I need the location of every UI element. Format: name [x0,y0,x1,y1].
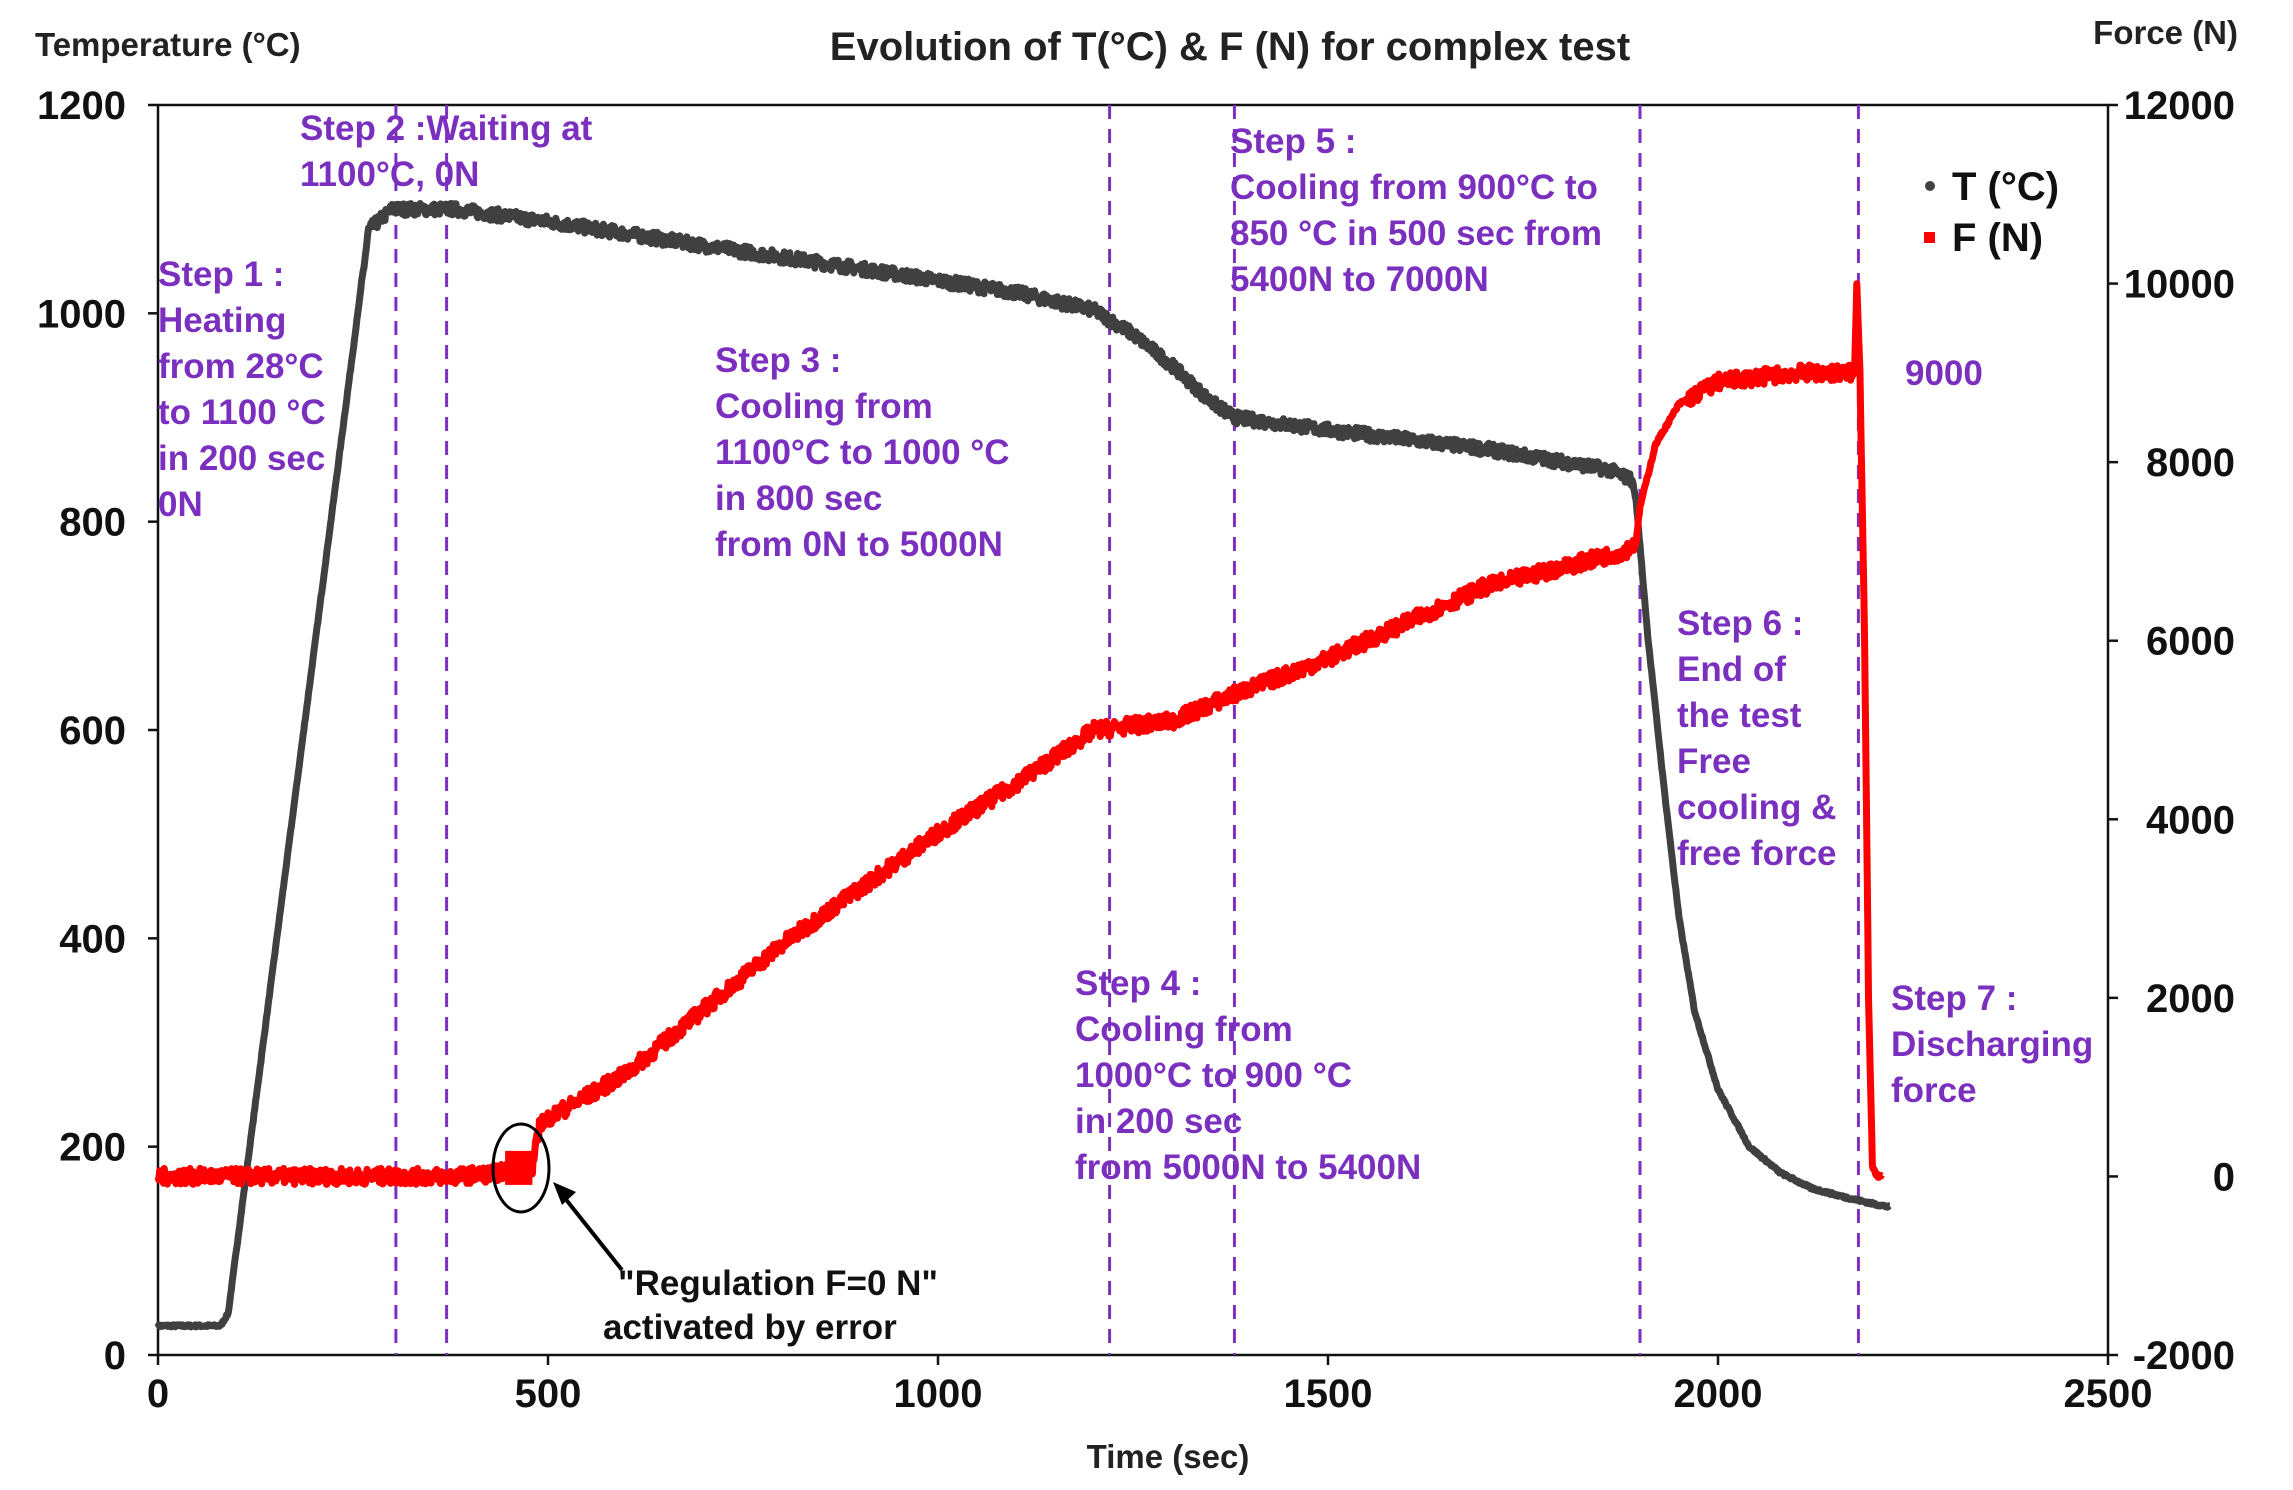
step4-annotation: Step 4 : Cooling from 1000°C to 900 °C i… [1075,964,1421,1187]
step-annotations: Step 1 : Heating from 28°C to 1100 °C in… [158,109,2103,1347]
step1-annotation: Step 1 : Heating from 28°C to 1100 °C in… [158,255,335,524]
x-tick-label: 2500 [2064,1372,2153,1416]
y-tick-label: 800 [59,501,126,545]
legend-label-force: F (N) [1952,216,2043,260]
y2-tick-label: 6000 [2146,620,2235,664]
x-tick-label: 2000 [1674,1372,1763,1416]
y2-tick-label: 12000 [2124,84,2235,128]
y-tick-label: 600 [59,709,126,753]
y2-axis-title: Force (N) [2093,14,2238,51]
temperature-series-line [154,200,1893,1331]
error-arrow-line [558,1190,624,1272]
step2-annotation: Step 2 :Waiting at 1100°C, 0N [300,109,602,194]
error-highlight-ellipse [491,1122,551,1214]
y-tick-label: 200 [59,1126,126,1170]
force-error-cluster [505,1150,533,1185]
error-arrow-head [553,1182,576,1205]
y-tick-label: 0 [104,1334,126,1378]
y2-tick-label: 8000 [2146,441,2235,485]
force-series-core [158,281,1882,1179]
y2-tick-label: 2000 [2146,977,2235,1021]
chart-title: Evolution of T(°C) & F (N) for complex t… [830,25,1630,69]
temperature-series-core [158,206,1891,1329]
legend-label-temperature: T (°C) [1952,165,2059,209]
x-tick-label: 1000 [894,1372,983,1416]
y-tick-label: 1200 [37,84,126,128]
y-tick-label: 1000 [37,292,126,336]
step-divider-lines [394,105,1860,1355]
legend-marker-temperature [1925,181,1935,191]
x-axis-title: Time (sec) [1087,1438,1250,1475]
step7-annotation: Step 7 : Discharging force [1891,979,2103,1110]
step3-annotation: Step 3 : Cooling from 1100°C to 1000 °C … [715,341,1019,564]
peak-force-label: 9000 [1905,354,1983,393]
y-tick-label: 400 [59,917,126,961]
force-series-line [154,280,1885,1188]
legend-marker-force [1924,232,1935,243]
x-tick-label: 0 [147,1372,169,1416]
y2-tick-label: 0 [2213,1155,2235,1199]
regulation-error-annotation: "Regulation F=0 N" activated by error [603,1264,948,1347]
step5-annotation: Step 5 : Cooling from 900°C to 850 °C in… [1230,122,1612,299]
y-axis-title: Temperature (°C) [35,26,301,63]
y2-tick-label: 4000 [2146,798,2235,842]
legend: T (°C) F (N) [1924,165,2059,260]
x-tick-label: 500 [515,1372,582,1416]
step6-annotation: Step 6 : End of the test Free cooling & … [1677,604,1846,873]
x-tick-label: 1500 [1284,1372,1373,1416]
y2-tick-label: -2000 [2133,1334,2235,1378]
y2-tick-label: 10000 [2124,263,2235,307]
axis-ticks: 0 500 1000 1500 2000 2500 0 200 400 600 800 1000 120… [37,84,2235,1416]
data-series [154,200,1893,1331]
